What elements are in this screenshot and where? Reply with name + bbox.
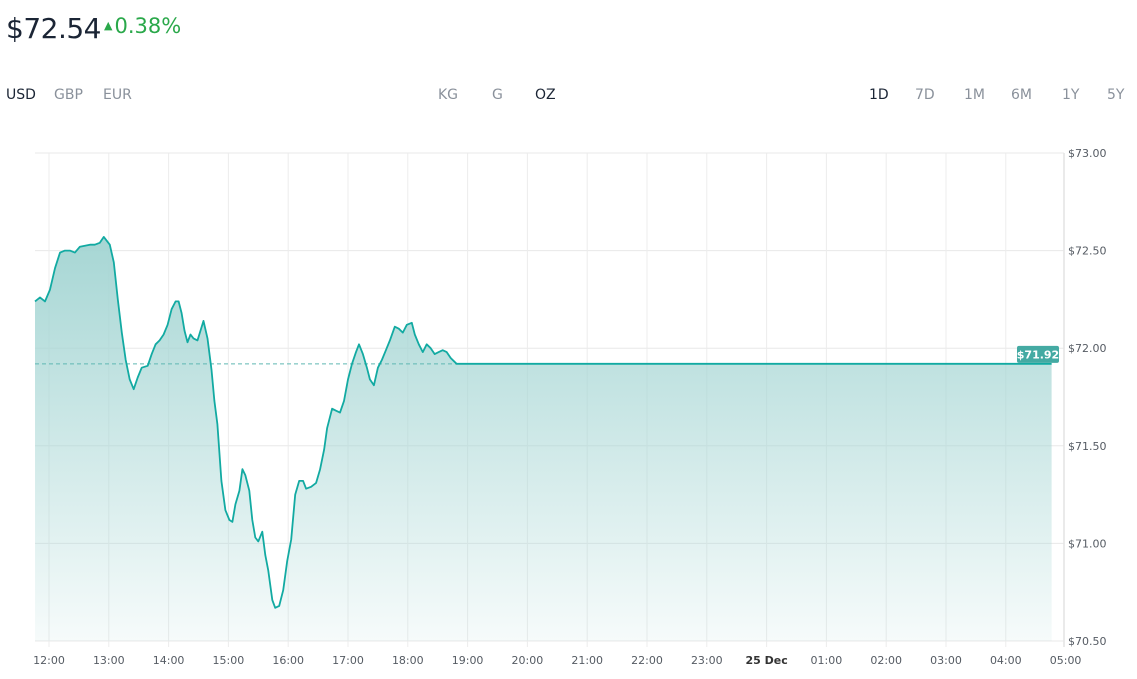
- x-tick-label: 20:00: [512, 654, 544, 667]
- x-tick-label: 15:00: [213, 654, 245, 667]
- x-tick-label: 04:00: [990, 654, 1022, 667]
- price-change: ▲0.38%: [104, 14, 181, 38]
- x-tick-label: 16:00: [272, 654, 304, 667]
- x-tick-label: 14:00: [153, 654, 185, 667]
- currency-gbp[interactable]: GBP: [54, 87, 83, 103]
- range-1y[interactable]: 1Y: [1062, 87, 1080, 103]
- x-tick-label: 25 Dec: [745, 654, 787, 667]
- current-price: $72.54: [6, 12, 101, 45]
- x-tick-label: 17:00: [332, 654, 364, 667]
- range-6m[interactable]: 6M: [1011, 87, 1032, 103]
- unit-kg[interactable]: KG: [438, 87, 459, 103]
- price-line: [34, 236, 1052, 609]
- last-price-label: $71.92: [1017, 348, 1059, 361]
- up-triangle-icon: ▲: [104, 19, 113, 32]
- x-tick-label: 02:00: [870, 654, 902, 667]
- y-tick-label: $70.50: [1068, 635, 1107, 648]
- x-tick-label: 19:00: [452, 654, 484, 667]
- range-1d[interactable]: 1D: [869, 87, 889, 103]
- y-tick-label: $71.00: [1068, 537, 1107, 550]
- last-price-badge: [1017, 345, 1059, 363]
- x-tick-label: 22:00: [631, 654, 663, 667]
- currency-eur[interactable]: EUR: [103, 87, 132, 103]
- range-7d[interactable]: 7D: [915, 87, 935, 103]
- x-tick-label: 21:00: [571, 654, 603, 667]
- currency-usd[interactable]: USD: [6, 87, 36, 103]
- price-area: [35, 236, 1052, 641]
- x-tick-label: 23:00: [691, 654, 723, 667]
- x-tick-label: 12:00: [33, 654, 65, 667]
- price-change-value: 0.38%: [114, 14, 182, 38]
- y-tick-label: $71.50: [1068, 440, 1107, 453]
- x-tick-label: 13:00: [93, 654, 125, 667]
- y-tick-label: $72.50: [1068, 245, 1107, 258]
- range-1m[interactable]: 1M: [964, 87, 985, 103]
- x-tick-label: 05:00: [1050, 654, 1082, 667]
- y-tick-label: $73.00: [1068, 147, 1107, 160]
- unit-oz[interactable]: OZ: [535, 87, 556, 103]
- x-tick-label: 18:00: [392, 654, 424, 667]
- y-tick-label: $72.00: [1068, 342, 1107, 355]
- x-tick-label: 01:00: [811, 654, 843, 667]
- unit-g[interactable]: G: [492, 87, 503, 103]
- range-5y[interactable]: 5Y: [1107, 87, 1125, 103]
- x-tick-label: 03:00: [930, 654, 962, 667]
